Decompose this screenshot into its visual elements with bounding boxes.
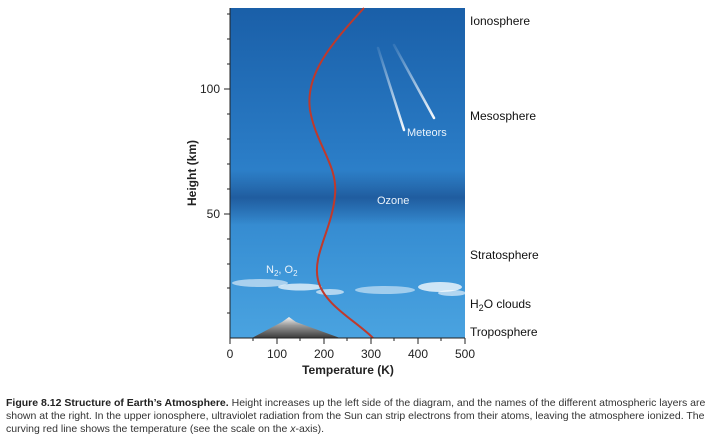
n2-o2-label: N2, O2 — [266, 264, 298, 278]
ozone-band — [230, 170, 465, 225]
caption-text-a: Height increases up the left side of the… — [6, 397, 706, 435]
caption-x-axis: x — [290, 423, 296, 435]
x-tick-label-200: 200 — [314, 347, 334, 361]
layer-label-troposphere: Troposphere — [470, 325, 538, 339]
figure-caption: Figure 8.12 Structure of Earth’s Atmosph… — [6, 397, 714, 436]
meteor-streak-2 — [392, 43, 436, 120]
caption-label: Figure 8.12 Structure of Earth’s Atmosph… — [6, 397, 229, 409]
layer-label-mesosphere: Mesosphere — [470, 109, 536, 123]
x-tick-label-100: 100 — [267, 347, 287, 361]
mountain — [252, 317, 340, 338]
x-tick-label-400: 400 — [408, 347, 428, 361]
x-ticks — [229, 338, 466, 344]
y-major-ticks — [224, 88, 230, 215]
layer-label-h2o-clouds: H2O clouds — [470, 297, 531, 313]
y-minor-ticks — [227, 13, 230, 314]
layer-label-stratosphere: Stratosphere — [470, 248, 539, 262]
temperature-curve — [308, 7, 374, 339]
y-tick-label-50: 50 — [207, 207, 221, 221]
caption-text-b: -axis). — [295, 423, 325, 435]
y-axis-title: Height (km) — [185, 140, 199, 206]
x-tick-label-300: 300 — [361, 347, 381, 361]
ozone-label: Ozone — [377, 195, 409, 207]
x-tick-label-0: 0 — [227, 347, 234, 361]
layer-label-ionosphere: Ionosphere — [470, 14, 530, 28]
y-tick-label-100: 100 — [200, 82, 220, 96]
meteors-label: Meteors — [407, 127, 447, 139]
x-axis-title: Temperature (K) — [302, 363, 394, 377]
meteor-streak-1 — [376, 46, 406, 132]
x-tick-label-500: 500 — [455, 347, 475, 361]
